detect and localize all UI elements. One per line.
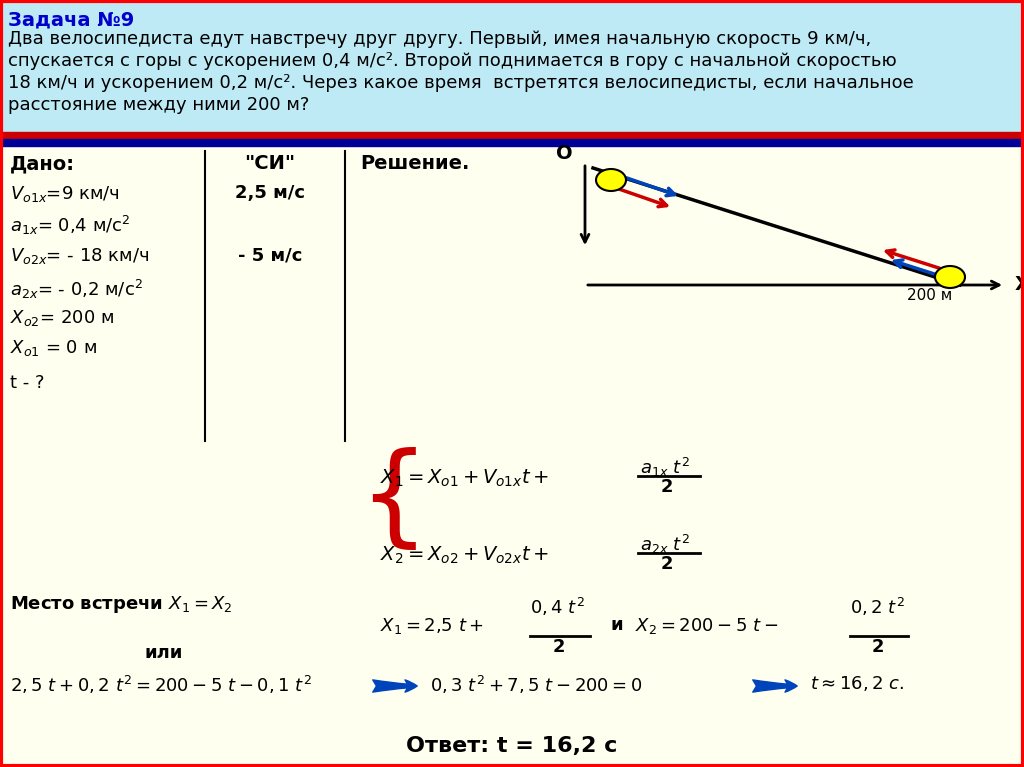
Text: $X_1 = X_{o1} + V_{o1x}t + $: $X_1 = X_{o1} + V_{o1x}t + $	[380, 468, 549, 489]
Text: $V_{o1x}$=9 км/ч: $V_{o1x}$=9 км/ч	[10, 184, 120, 204]
Text: - 5 м/с: - 5 м/с	[238, 246, 302, 264]
Text: 2: 2	[872, 638, 885, 656]
Text: Задача №9: Задача №9	[8, 10, 134, 29]
Text: 2,5 м/с: 2,5 м/с	[234, 184, 305, 202]
Text: $V_{o2x}$= - 18 км/ч: $V_{o2x}$= - 18 км/ч	[10, 246, 150, 266]
Text: Решение.: Решение.	[360, 154, 469, 173]
Text: $0,4\ t^2$: $0,4\ t^2$	[530, 596, 585, 618]
Text: Два велосипедиста едут навстречу друг другу. Первый, имея начальную скорость 9 к: Два велосипедиста едут навстречу друг др…	[8, 30, 871, 48]
Text: 2: 2	[553, 638, 565, 656]
Text: Место встречи $X_1 = X_2$: Место встречи $X_1 = X_2$	[10, 594, 232, 615]
Text: $X_2 = 200 - 5\ t - $: $X_2 = 200 - 5\ t - $	[635, 616, 778, 636]
Text: X: X	[1015, 275, 1024, 295]
Text: или: или	[145, 644, 183, 662]
Text: t - ?: t - ?	[10, 374, 44, 392]
Text: спускается с горы с ускорением 0,4 м/с². Второй поднимается в гору с начальной с: спускается с горы с ускорением 0,4 м/с².…	[8, 52, 897, 70]
Text: 2: 2	[662, 478, 674, 496]
Text: $X_2 = X_{o2} + V_{o2x}t + $: $X_2 = X_{o2} + V_{o2x}t + $	[380, 545, 549, 566]
Text: $a_{2x}$= - 0,2 м/с$^2$: $a_{2x}$= - 0,2 м/с$^2$	[10, 278, 142, 301]
Text: расстояние между ними 200 м?: расстояние между ними 200 м?	[8, 96, 309, 114]
Text: и: и	[610, 616, 623, 634]
Text: 200 м: 200 м	[907, 288, 952, 303]
Text: $a_{1x}\ t^2$: $a_{1x}\ t^2$	[640, 456, 690, 479]
Text: $X_{o1}$ = 0 м: $X_{o1}$ = 0 м	[10, 338, 97, 358]
Text: $0,3\ t^2 + 7,5\ t - 200 = 0$: $0,3\ t^2 + 7,5\ t - 200 = 0$	[430, 674, 642, 696]
Text: $X_{o2}$= 200 м: $X_{o2}$= 200 м	[10, 308, 114, 328]
Text: 18 км/ч и ускорением 0,2 м/с². Через какое время  встретятся велосипедисты, если: 18 км/ч и ускорением 0,2 м/с². Через как…	[8, 74, 913, 92]
Ellipse shape	[596, 169, 626, 191]
Text: $2,5\ t + 0,2\ t^2 = 200 - 5\ t - 0,1\ t^2$: $2,5\ t + 0,2\ t^2 = 200 - 5\ t - 0,1\ t…	[10, 674, 312, 696]
Text: $0,2\ t^2$: $0,2\ t^2$	[850, 596, 905, 618]
Text: "СИ": "СИ"	[245, 154, 296, 173]
Text: $t \approx 16,2\ с.$: $t \approx 16,2\ с.$	[810, 674, 904, 693]
Text: $a_{2x}\ t^2$: $a_{2x}\ t^2$	[640, 533, 690, 556]
Text: Ответ: t = 16,2 с: Ответ: t = 16,2 с	[407, 736, 617, 756]
Text: Дано:: Дано:	[10, 154, 75, 173]
Text: 2: 2	[662, 555, 674, 573]
Ellipse shape	[935, 266, 965, 288]
Text: O: O	[556, 144, 573, 163]
Text: {: {	[358, 446, 429, 554]
Text: $X_1 = 2{,}5\ t + $: $X_1 = 2{,}5\ t + $	[380, 616, 484, 636]
Text: $a_{1x}$= 0,4 м/с$^2$: $a_{1x}$= 0,4 м/с$^2$	[10, 214, 131, 237]
